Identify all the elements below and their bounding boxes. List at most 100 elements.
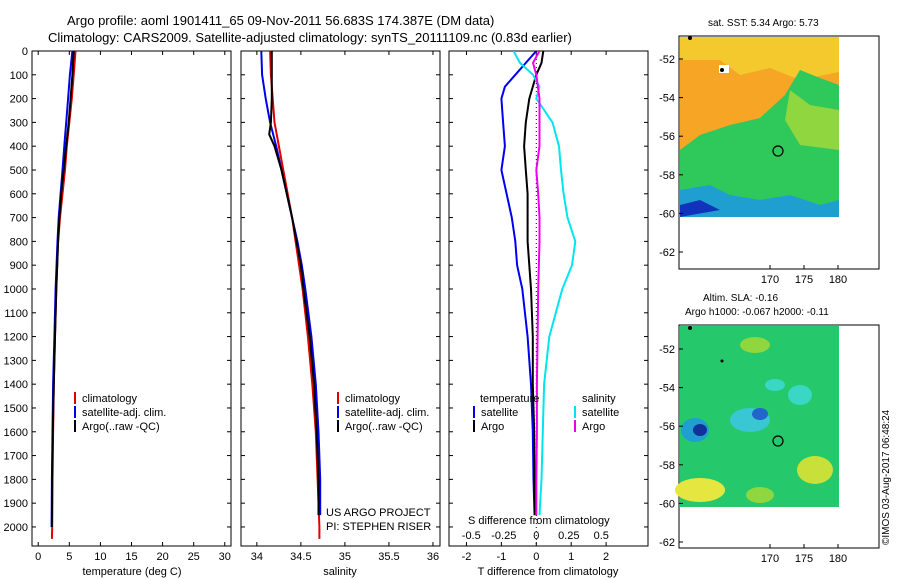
lon-tick-label: 170 <box>761 274 779 286</box>
legend-argo: Argo(..raw -QC) <box>345 421 423 433</box>
lat-tick-label: -52 <box>659 344 675 356</box>
legend-climatology: climatology <box>345 393 401 405</box>
s-difference-label: S difference from climatology <box>468 515 610 527</box>
x-tick-label: -1 <box>496 551 506 563</box>
series-line-argo-raw-qc <box>50 51 75 528</box>
legend-temperature-header: temperature <box>480 393 539 405</box>
sst-coldest-patch <box>680 200 720 217</box>
depth-tick-label: 1900 <box>4 498 28 510</box>
depth-tick-label: 300 <box>10 117 28 129</box>
sst-corner-dot <box>688 36 692 40</box>
depth-tick-label: 100 <box>10 70 28 82</box>
sst-marker-dot <box>720 68 724 72</box>
x-tick-label: 35 <box>339 551 351 563</box>
temperature-x-label: temperature (deg C) <box>82 566 181 578</box>
x-tick-label: 36 <box>427 551 439 563</box>
depth-tick-label: 1600 <box>4 427 28 439</box>
series-line-argo-raw-qc <box>268 51 320 516</box>
depth-tick-label: 1400 <box>4 379 28 391</box>
sla-positive-patch-4 <box>746 487 774 503</box>
lat-tick-label: -58 <box>659 170 675 182</box>
x-tick-label: 35.5 <box>378 551 399 563</box>
sla-neutral-patch <box>765 379 785 391</box>
depth-tick-label: 1800 <box>4 474 28 486</box>
s-tick-label: -0.25 <box>491 530 516 542</box>
sla-positive-patch <box>740 337 770 353</box>
x-tick-label: 5 <box>66 551 72 563</box>
lat-tick-label: -54 <box>659 383 675 395</box>
s-difference-ticks: -0.5 -0.25 0 0.25 0.5 <box>462 530 609 542</box>
lat-tick-label: -62 <box>659 247 675 259</box>
credit-line2: PI: STEPHEN RISER <box>326 521 431 533</box>
temperature-x-axis: 0 5 10 15 20 25 30 <box>35 51 231 563</box>
legend-climatology: climatology <box>82 393 138 405</box>
s-tick-label: 0.5 <box>594 530 609 542</box>
x-tick-label: -2 <box>462 551 472 563</box>
x-tick-label: 30 <box>219 551 231 563</box>
legend-satellite: satellite-adj. clim. <box>345 407 429 419</box>
sla-lon-axis: 170 175 180 <box>761 544 847 565</box>
x-tick-label: 0 <box>533 551 539 563</box>
depth-tick-label: 200 <box>10 94 28 106</box>
depth-tick-label: 1500 <box>4 403 28 415</box>
series-line-temperature-argo <box>523 51 545 516</box>
series-line-salinity-satellite <box>512 51 577 516</box>
difference-x-axis: -2 -1 0 1 2 <box>462 51 609 563</box>
lon-tick-label: 170 <box>761 553 779 565</box>
lon-tick-label: 180 <box>829 274 847 286</box>
difference-panel-frame <box>448 50 649 547</box>
sst-lon-axis: 170 175 180 <box>761 265 847 286</box>
legend-temp-satellite: satellite <box>481 407 518 419</box>
sst-warm-patch <box>680 37 839 80</box>
temperature-plot <box>50 51 77 539</box>
salinity-plot <box>260 51 322 539</box>
depth-tick-label: 1100 <box>4 308 28 320</box>
temperature-panel-frame <box>31 50 232 547</box>
sla-strong-negative-patch-2 <box>752 408 768 420</box>
depth-tick-label: 600 <box>10 189 28 201</box>
figure-title-line1: Argo profile: aoml 1901411_65 09-Nov-201… <box>67 13 494 28</box>
salinity-panel-frame <box>240 50 441 547</box>
legend-temp-argo: Argo <box>481 421 504 433</box>
depth-tick-label: 700 <box>10 213 28 225</box>
depth-tick-label: 1000 <box>4 284 28 296</box>
sla-neutral-patch-2 <box>788 385 812 405</box>
s-tick-label: 0 <box>533 530 539 542</box>
sst-float-location-marker <box>772 145 784 157</box>
s-tick-label: -0.5 <box>462 530 481 542</box>
lat-tick-label: -54 <box>659 93 675 105</box>
x-tick-label: 34 <box>251 551 263 563</box>
legend-satellite: satellite-adj. clim. <box>82 407 166 419</box>
sst-missing-patch <box>719 65 729 73</box>
imos-watermark: ©IMOS 03-Aug-2017 06:48:24 <box>881 409 892 545</box>
depth-tick-label: 1300 <box>4 355 28 367</box>
sst-map-header: sat. SST: 5.34 Argo: 5.73 <box>708 18 819 29</box>
sla-lat-axis: -52 -54 -56 -58 -60 -62 <box>659 344 683 549</box>
legend-sal-satellite: satellite <box>582 407 619 419</box>
depth-tick-label: 1700 <box>4 451 28 463</box>
depth-tick-label: 1200 <box>4 332 28 344</box>
lat-tick-label: -60 <box>659 208 675 220</box>
sla-map-header2: Argo h1000: -0.067 h2000: -0.11 <box>685 307 829 318</box>
sst-map <box>678 35 880 270</box>
lat-tick-label: -52 <box>659 54 675 66</box>
difference-legend: temperature salinity satellite Argo sate… <box>473 393 619 433</box>
sla-map <box>675 324 880 549</box>
series-line-salinity-argo <box>532 51 541 516</box>
x-tick-label: 34.5 <box>290 551 311 563</box>
legend-sal-argo: Argo <box>582 421 605 433</box>
sla-float-location-marker <box>772 435 784 447</box>
series-line-climatology <box>269 51 321 539</box>
x-tick-label: 20 <box>156 551 168 563</box>
lat-tick-label: -58 <box>659 460 675 472</box>
x-tick-label: 10 <box>94 551 106 563</box>
figure-title-line2: Climatology: CARS2009. Satellite-adjuste… <box>48 30 572 45</box>
lon-tick-label: 175 <box>795 553 813 565</box>
legend-salinity-header: salinity <box>582 393 616 405</box>
sla-positive-patch-2 <box>675 478 725 502</box>
series-line-temperature-satellite <box>500 51 538 516</box>
t-difference-x-label: T difference from climatology <box>478 566 619 578</box>
salinity-x-axis: 34 34.5 35 35.5 36 <box>251 51 439 563</box>
sst-mid-patch <box>785 90 839 150</box>
